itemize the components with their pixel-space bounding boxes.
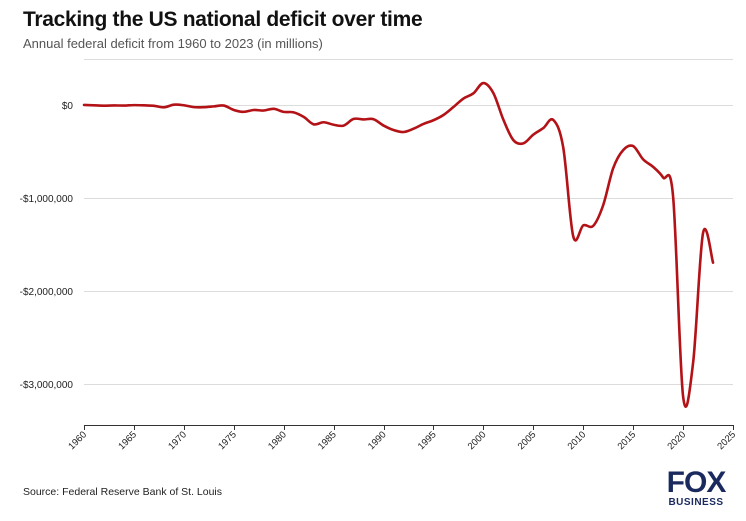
x-tick-label: 1970 bbox=[166, 429, 189, 452]
x-tick-label: 1965 bbox=[116, 429, 139, 452]
x-tick-label: 1995 bbox=[416, 429, 439, 452]
chart-title: Tracking the US national deficit over ti… bbox=[23, 8, 423, 31]
y-tick-label: $0 bbox=[62, 101, 74, 112]
x-tick-label: 2020 bbox=[665, 429, 688, 452]
x-tick-label: 1985 bbox=[316, 429, 339, 452]
x-tick-label: 1960 bbox=[66, 429, 89, 452]
y-tick-label: -$3,000,000 bbox=[20, 380, 74, 391]
chart-subtitle: Annual federal deficit from 1960 to 2023… bbox=[23, 36, 323, 51]
logo-business-text: BUSINESS bbox=[668, 497, 724, 508]
y-axis-tick-labels: $0 -$1,000,000 -$2,000,000 -$3,000,000 bbox=[20, 101, 74, 391]
x-tick-label: 2015 bbox=[616, 429, 639, 452]
x-tick-label: 1975 bbox=[216, 429, 239, 452]
series-layer bbox=[82, 81, 715, 408]
x-tick-label: 2000 bbox=[466, 429, 489, 452]
y-tick-label: -$2,000,000 bbox=[20, 287, 74, 298]
x-axis-ticks: 1960 1965 1970 1975 1980 1985 1990 1995 2000 2005… bbox=[66, 425, 738, 452]
fox-business-logo: FOX BUSINESS bbox=[658, 468, 734, 512]
x-tick-label: 2010 bbox=[566, 429, 589, 452]
deficit-line-chart: $0 -$1,000,000 -$2,000,000 -$3,000,000 1960… bbox=[20, 59, 738, 452]
logo-fox-text: FOX bbox=[666, 466, 727, 499]
x-tick-label: 1980 bbox=[266, 429, 289, 452]
deficit-series-line bbox=[82, 81, 715, 408]
gridlines bbox=[84, 59, 733, 385]
source-note: Source: Federal Reserve Bank of St. Loui… bbox=[23, 486, 223, 498]
y-tick-label: -$1,000,000 bbox=[20, 194, 74, 205]
x-tick-label: 2005 bbox=[516, 429, 539, 452]
x-tick-label: 2025 bbox=[715, 429, 738, 452]
x-tick-label: 1990 bbox=[366, 429, 389, 452]
